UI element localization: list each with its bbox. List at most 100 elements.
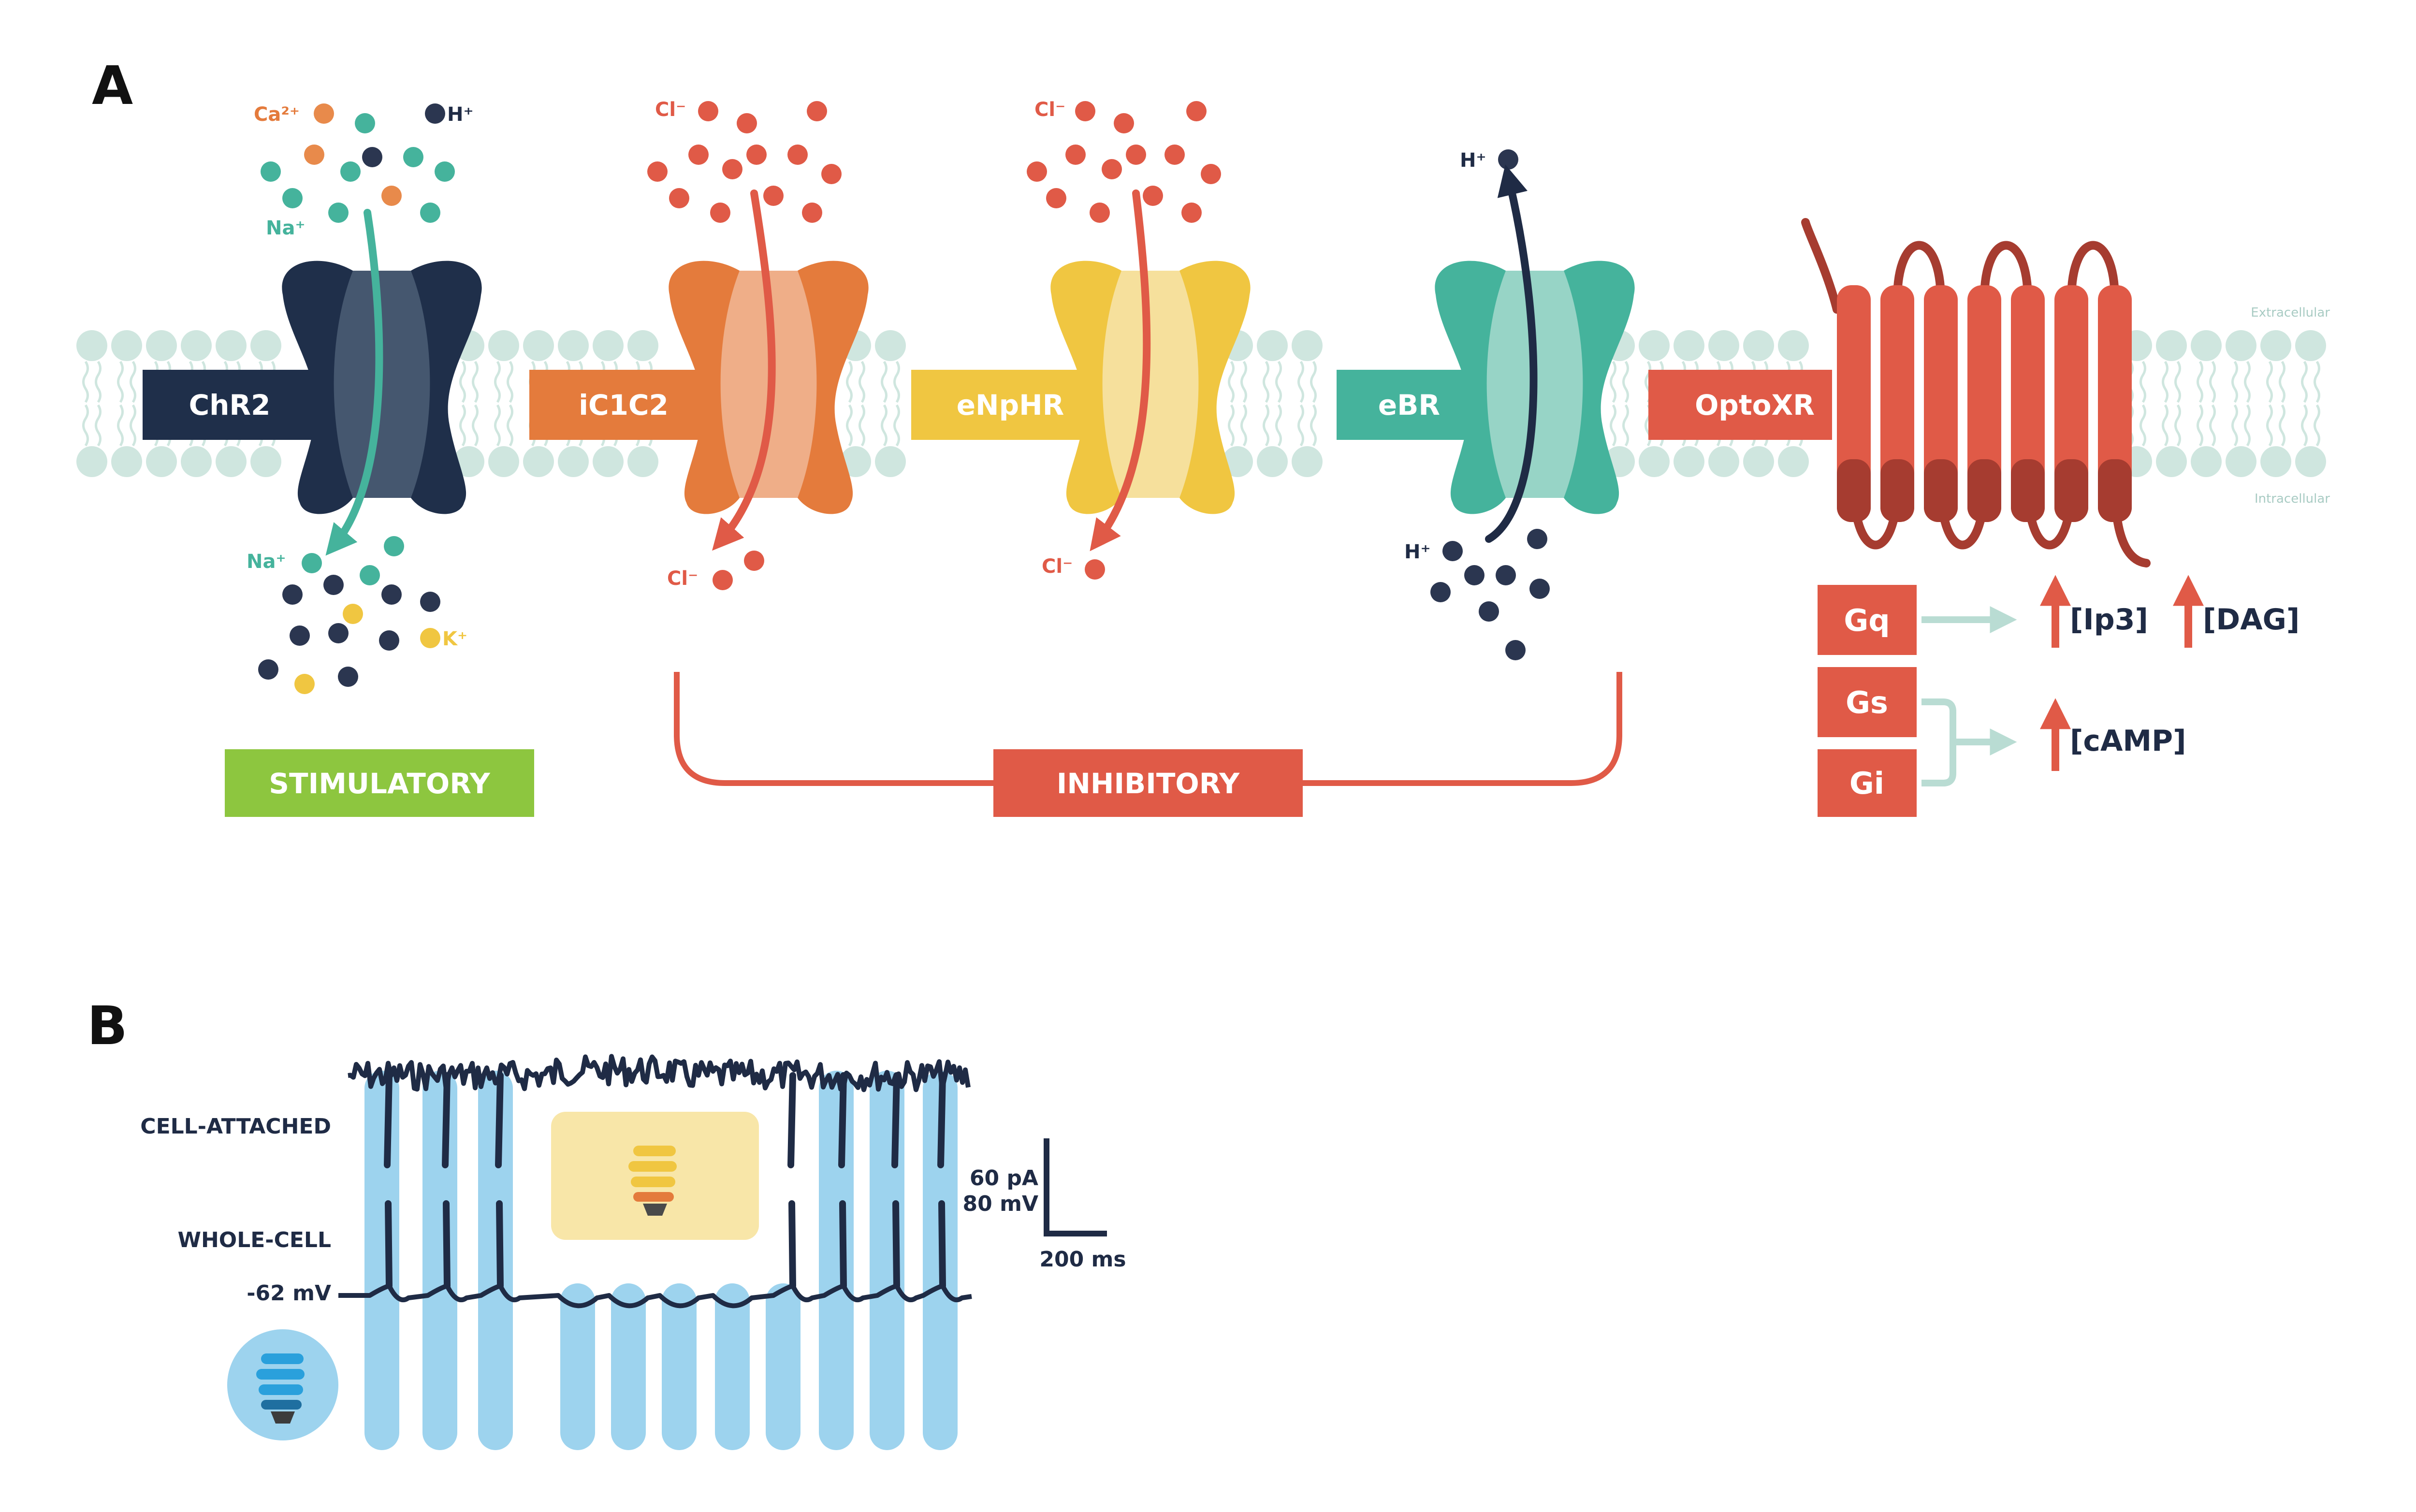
ion-dot: [379, 630, 399, 651]
blue-light-pulse: [422, 1071, 457, 1450]
lipid-tail: [507, 361, 513, 403]
ion-dot: [381, 186, 402, 206]
lipid-head: [1778, 446, 1809, 477]
whole-cell-spike: [443, 1200, 451, 1289]
ion-dot: [1046, 188, 1066, 208]
lipid-head: [1743, 330, 1774, 361]
lipid-tail: [2301, 361, 2308, 403]
lipid-tail: [2197, 404, 2203, 447]
ion-dot: [403, 147, 423, 167]
stimulatory-label: STIMULATORY: [269, 767, 490, 800]
whole-cell-trace: [338, 1283, 972, 1308]
gpcr-helix-base: [2011, 459, 2045, 522]
ion-dot: [261, 161, 281, 182]
whole-cell-spike: [385, 1200, 393, 1289]
lipid-head: [1292, 330, 1323, 361]
lipid-head: [146, 446, 177, 477]
ion-dot: [362, 147, 382, 167]
yellow-light-window: [551, 1112, 759, 1240]
lipid-tail: [893, 404, 900, 447]
gpcr-n-terminus: [1801, 218, 1841, 314]
lipid-head: [627, 446, 658, 477]
blue-light-pulse: [611, 1283, 646, 1450]
lipid-head: [1257, 330, 1288, 361]
lipid-tail: [1610, 404, 1616, 447]
ion-dot: [713, 570, 733, 590]
lipid-tail: [1275, 361, 1282, 403]
lipid-tail: [2209, 404, 2216, 447]
ion-dot: [384, 536, 404, 556]
ion-dot: [1464, 565, 1485, 585]
lipid-head: [1708, 446, 1739, 477]
lipid-head: [250, 330, 281, 361]
yellow-bulb-icon: [628, 1146, 677, 1216]
ion-dot: [744, 551, 764, 571]
gpcr-helix-base: [2098, 459, 2132, 522]
cell-attached-spike: [787, 1072, 796, 1168]
cell-attached-spike: [384, 1072, 393, 1168]
cell-attached-spike: [937, 1072, 946, 1168]
lipid-tail: [1310, 404, 1317, 447]
lipid-tail: [893, 361, 900, 403]
cell-attached-spike: [838, 1072, 847, 1168]
opsin-channels: ChR2 iC1C2 eNpHR eBR OptoXR: [143, 218, 2151, 567]
lipid-tail: [1622, 404, 1629, 447]
ion-dot: [304, 145, 324, 165]
lipid-tail: [459, 404, 466, 447]
channel-bar: [911, 370, 1085, 440]
lipid-tail: [881, 361, 888, 403]
cell-attached-spike: [495, 1072, 504, 1168]
gpcr-extracellular-loop: [1893, 241, 1945, 300]
ion-dot: [314, 103, 334, 124]
ion-dot: [328, 623, 349, 643]
ion-dot: [669, 188, 689, 208]
channel-ebr: eBR: [1337, 261, 1635, 514]
lipid-tail: [494, 361, 501, 403]
ion-dot: [1102, 159, 1122, 179]
gs-gi-bracket: [1921, 698, 1956, 786]
ion-dot: [763, 186, 784, 206]
channel-bar: [143, 370, 317, 440]
channel-label-optoxr: OptoXR: [1695, 389, 1815, 422]
ion-label-h-ebr-top: H⁺: [1460, 149, 1486, 172]
whole-cell-spike: [938, 1200, 946, 1289]
ion-dot: [323, 575, 344, 595]
lipid-tail: [859, 404, 865, 447]
lipid-tail: [2279, 361, 2285, 403]
ion-label-cl-enphr-bottom: Cl⁻: [1042, 555, 1073, 578]
lipid-head: [593, 330, 624, 361]
ion-dot: [425, 103, 445, 124]
lipid-tail: [1263, 361, 1269, 403]
lipid-head: [2295, 330, 2326, 361]
ions-layer: [258, 101, 1550, 694]
ion-dot: [258, 659, 278, 680]
lipid-head: [875, 330, 906, 361]
lipid-head: [558, 330, 589, 361]
ion-dot: [435, 161, 455, 182]
ion-dot: [340, 161, 361, 182]
gs-box: [1818, 667, 1917, 737]
ion-dot: [338, 667, 358, 687]
ion-dot: [1126, 145, 1146, 165]
gpcr-extracellular-loop: [1980, 241, 2032, 300]
lipid-tail: [2231, 361, 2238, 403]
panel-b-electrophysiology: CELL-ATTACHED WHOLE-CELL -62 mV 60 pA 80…: [140, 1054, 1126, 1450]
gs-label: Gs: [1846, 685, 1888, 720]
ion-dot: [821, 164, 842, 184]
blue-light-pulse: [662, 1283, 697, 1450]
ion-label-h-top: H⁺: [447, 103, 474, 126]
ion-dot: [1181, 203, 1202, 223]
whole-cell-spike: [496, 1200, 504, 1289]
lipid-head: [840, 446, 871, 477]
lipid-head: [181, 446, 212, 477]
ion-dot: [420, 628, 440, 648]
ion-dot: [355, 113, 375, 133]
ion-dot: [420, 592, 440, 612]
channel-label-enphr: eNpHR: [957, 389, 1064, 422]
gi-box: [1818, 749, 1917, 817]
lipid-head: [76, 330, 107, 361]
ion-dot: [343, 604, 363, 624]
lipid-tail: [130, 404, 136, 447]
g-protein-signaling: Gq Gs Gi [Ip3] [DAG] [cAMP]: [1818, 575, 2300, 817]
